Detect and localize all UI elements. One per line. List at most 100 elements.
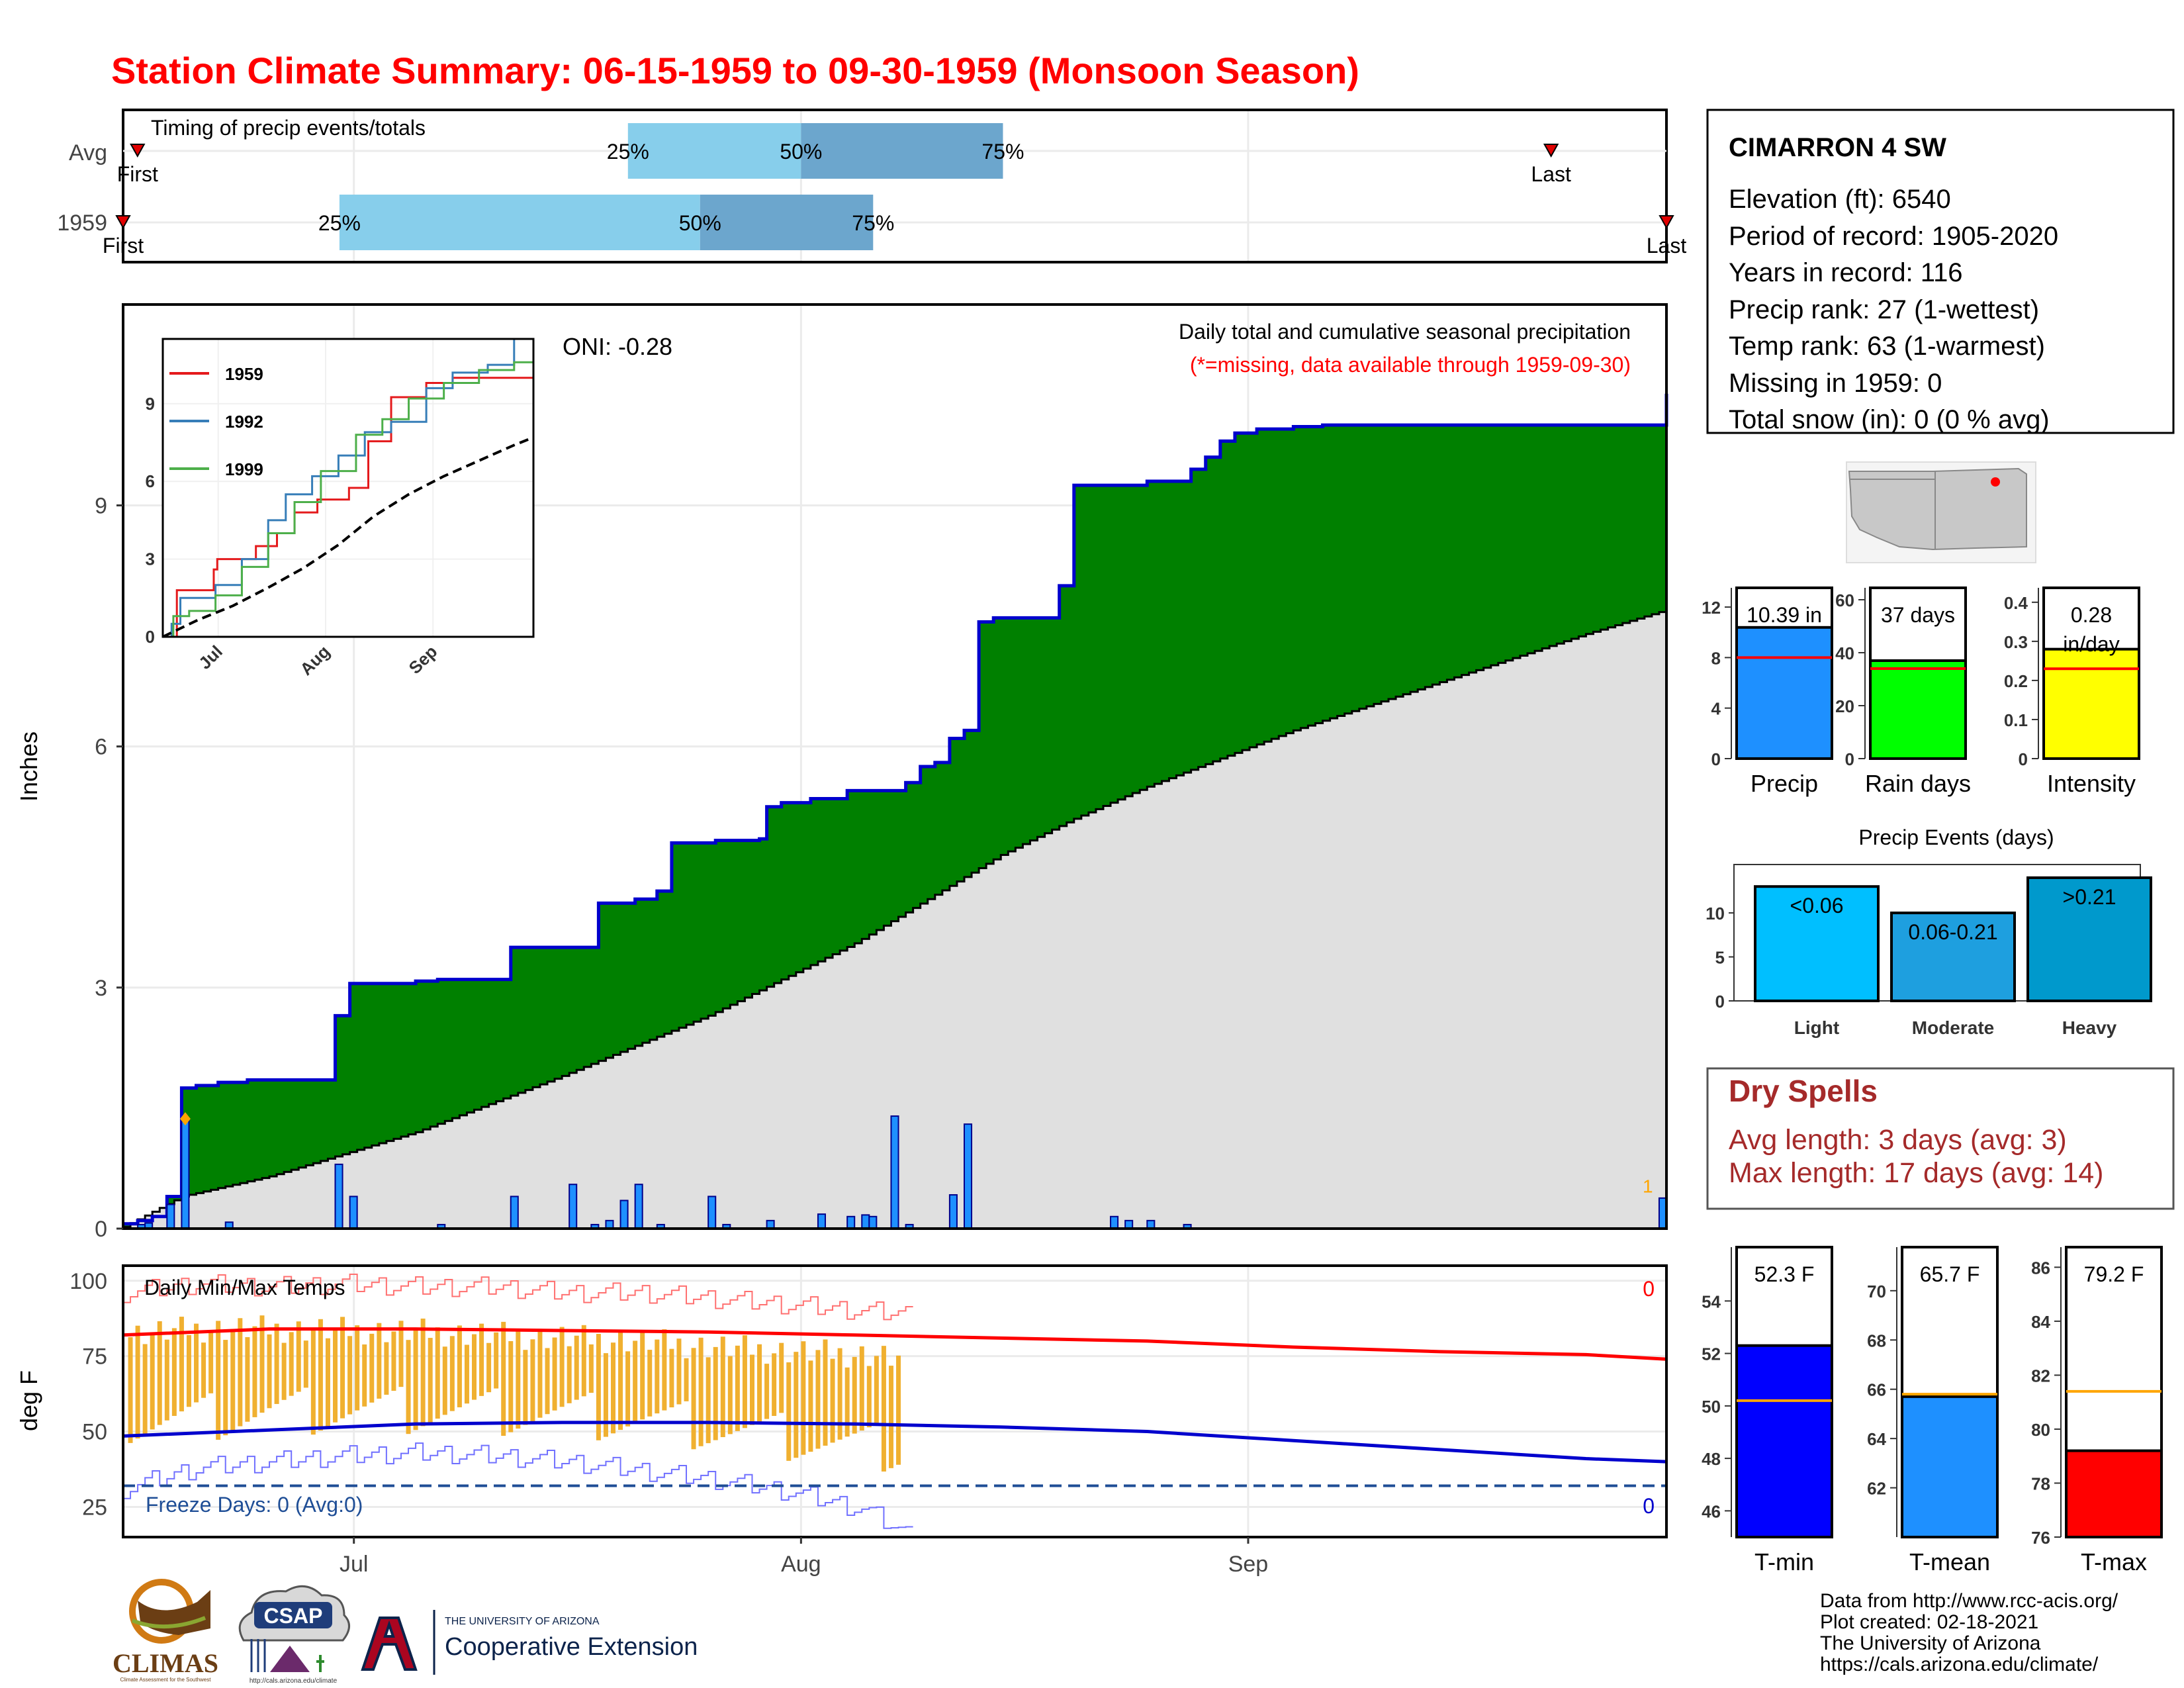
daily-temp-bar xyxy=(150,1333,155,1430)
daily-temp-bar xyxy=(508,1341,514,1432)
month-tick-label: Aug xyxy=(781,1552,821,1577)
daily-temp-bar xyxy=(713,1346,718,1440)
daily-temp-bar xyxy=(194,1323,199,1403)
daily-precip-bar xyxy=(963,1123,973,1229)
daily-temp-bar xyxy=(603,1353,608,1437)
station-line: Years in record: 116 xyxy=(1729,258,1963,287)
daily-temp-bar xyxy=(267,1334,272,1409)
daily-temp-bar xyxy=(384,1342,389,1395)
summary-ytick-label: 0 xyxy=(1711,749,1721,769)
summary-value-label: in/day xyxy=(2063,632,2119,656)
daily-temp-bar xyxy=(201,1342,206,1398)
daily-temp-bar xyxy=(801,1341,806,1455)
inset-legend-label: 1999 xyxy=(225,459,263,479)
ua-top-text: THE UNIVERSITY OF ARIZONA xyxy=(445,1616,600,1627)
dry-spells-avg: Avg length: 3 days (avg: 3) xyxy=(1729,1124,2067,1156)
daily-temp-bar xyxy=(223,1340,228,1436)
daily-temp-bar xyxy=(684,1358,689,1401)
summary-value-label: 52.3 F xyxy=(1754,1262,1815,1286)
precip-ytick-label: 3 xyxy=(95,976,107,1001)
summary-ytick-label: 60 xyxy=(1835,590,1854,610)
timing-label-q25: 25% xyxy=(318,211,361,235)
daily-temp-bar xyxy=(749,1354,754,1425)
daily-temp-bar xyxy=(705,1357,711,1444)
daily-precip-bar xyxy=(868,1215,878,1229)
daily-temp-bar xyxy=(537,1329,543,1418)
csap-url: http://cals.arizona.edu/climate xyxy=(250,1677,338,1685)
daily-precip-bar xyxy=(948,1194,958,1229)
page-title: Station Climate Summary: 06-15-1959 to 0… xyxy=(111,50,1359,91)
record-max-line xyxy=(123,1274,913,1321)
daily-temp-bar xyxy=(698,1337,704,1446)
daily-temp-bar xyxy=(164,1339,169,1421)
avg-min-line xyxy=(122,1421,1667,1464)
daily-temp-bar xyxy=(245,1336,250,1422)
daily-temp-bar xyxy=(435,1327,440,1419)
daily-temp-bar xyxy=(135,1325,140,1439)
timing-label-q75: 75% xyxy=(852,211,894,235)
csap-mountain-mark xyxy=(270,1646,310,1672)
precip-panel: 1 ONI: -0.28 Daily total and cumulative … xyxy=(15,303,1668,1242)
daily-temp-bar xyxy=(296,1321,301,1392)
events-bar-label: <0.06 xyxy=(1790,894,1844,917)
month-ticks: Jul Aug Sep xyxy=(340,1537,1268,1577)
footer-line: Plot created: 02-18-2021 xyxy=(1820,1611,2038,1633)
dry-spells-box: Dry Spells Avg length: 3 days (avg: 3) M… xyxy=(1706,1067,2175,1210)
temp-panel: Daily Min/Max Temps Freeze Days: 0 (Avg:… xyxy=(15,1264,1668,1577)
inset-ytick-label: 3 xyxy=(146,549,155,569)
events-ytick-label: 0 xyxy=(1715,992,1725,1011)
daily-temp-bar xyxy=(610,1342,615,1434)
summary-ytick-label: 0.4 xyxy=(2004,593,2028,613)
footer-line: The University of Arizona xyxy=(1820,1632,2041,1654)
summary-label: T-max xyxy=(2081,1548,2147,1575)
timing-quartile-bar-upper xyxy=(801,123,1003,179)
daily-temp-bar xyxy=(691,1348,696,1450)
timing-first-marker xyxy=(130,144,146,158)
events-plot: 0 5 10 <0.06 Light 0.06-0.21 Moderate >0.21 Heav… xyxy=(1706,864,2152,1038)
dry-spells-title: Dry Spells xyxy=(1729,1074,1878,1108)
summary-label: Precip xyxy=(1751,770,1818,797)
daily-temp-bar xyxy=(523,1350,528,1425)
summary-label: T-min xyxy=(1754,1548,1814,1575)
daily-temp-bar xyxy=(391,1331,396,1391)
daily-temp-bar xyxy=(157,1321,162,1425)
daily-temp-bar xyxy=(647,1350,653,1417)
summary-ytick-label: 52 xyxy=(1702,1344,1721,1364)
summary-bar xyxy=(1901,1395,1999,1538)
summary-ytick-label: 46 xyxy=(1702,1501,1721,1521)
inset-line-1999 xyxy=(163,361,533,638)
station-line: Total snow (in): 0 (0 % avg) xyxy=(1729,405,2050,434)
events-category-label: Light xyxy=(1794,1017,1839,1038)
daily-temp-bar xyxy=(318,1319,323,1431)
daily-temp-bar xyxy=(289,1332,294,1396)
daily-temp-bar xyxy=(859,1346,864,1431)
timing-label-q25: 25% xyxy=(607,140,649,164)
summary-value-label: 65.7 F xyxy=(1920,1262,1980,1286)
timing-title: Timing of precip events/totals xyxy=(151,116,426,140)
daily-precip-bar xyxy=(1110,1215,1119,1229)
summary-ytick-label: 4 xyxy=(1711,699,1721,719)
daily-temp-bar xyxy=(457,1325,462,1407)
summary-ytick-label: 70 xyxy=(1867,1282,1886,1301)
precip-yticks: 0 3 6 9 xyxy=(95,493,123,1242)
temp-y-label: deg F xyxy=(15,1370,42,1431)
temp-panel-bg xyxy=(123,1266,1666,1537)
daily-precip-bar xyxy=(334,1163,343,1230)
daily-temp-bar xyxy=(669,1348,674,1408)
inset-line-1992 xyxy=(163,338,533,638)
daily-temp-bar xyxy=(355,1325,360,1411)
summary-ytick-label: 0 xyxy=(2019,749,2028,769)
daily-temp-bar xyxy=(325,1338,330,1427)
daily-temp-bar xyxy=(420,1318,426,1427)
summary-bar xyxy=(1869,659,1967,760)
summary-bar xyxy=(2042,647,2140,761)
station-line: Elevation (ft): 6540 xyxy=(1729,185,1951,214)
precip-subtitle: (*=missing, data available through 1959-… xyxy=(1190,353,1631,377)
daily-temp-bar xyxy=(216,1321,221,1440)
daily-precip-bar xyxy=(349,1196,358,1230)
precip-ytick-label: 0 xyxy=(95,1217,107,1242)
daily-temp-bar xyxy=(874,1356,879,1425)
daily-precip-bar xyxy=(634,1184,643,1229)
